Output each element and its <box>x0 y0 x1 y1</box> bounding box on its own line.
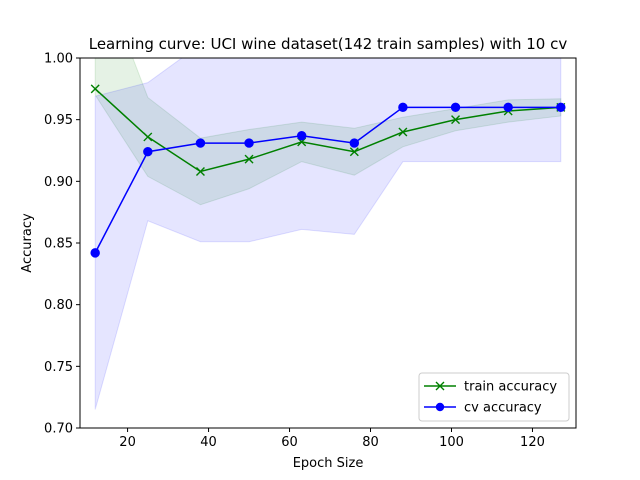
x-tick-label: 80 <box>362 435 379 450</box>
x-tick-label: 40 <box>200 435 217 450</box>
train-accuracy-point <box>244 154 254 164</box>
train-accuracy-point <box>451 115 461 125</box>
train-accuracy-point <box>90 84 100 94</box>
cv-accuracy-point <box>556 102 566 113</box>
chart-title: Learning curve: UCI wine dataset(142 tra… <box>89 35 568 53</box>
cv-accuracy-point <box>195 138 206 148</box>
y-tick-label: 0.80 <box>44 298 73 313</box>
y-tick-label: 0.95 <box>44 113 73 128</box>
cv-accuracy-point <box>398 102 408 113</box>
y-axis-ticks: 0.70 0.75 0.80 0.85 0.90 0.95 1.00 <box>44 52 80 437</box>
series-lines <box>94 88 561 254</box>
y-tick-label: 0.85 <box>44 237 73 252</box>
legend: train accuracy cv accuracy <box>418 372 570 422</box>
x-tick-label: 20 <box>119 435 136 450</box>
y-tick-label: 0.75 <box>44 360 73 375</box>
cv-accuracy-point <box>450 102 461 113</box>
train-accuracy-point <box>349 147 359 157</box>
legend-box <box>418 372 570 422</box>
cv-accuracy-point <box>143 147 153 157</box>
cv-accuracy-line <box>94 106 561 254</box>
cv-accuracy-point <box>296 131 307 141</box>
y-tick-label: 0.90 <box>44 175 73 190</box>
train-accuracy-line <box>94 88 561 173</box>
legend-cv-accuracy-label: cv accuracy <box>464 401 542 416</box>
cv-accuracy-band <box>94 58 562 410</box>
series-markers <box>90 84 566 258</box>
legend-cv-accuracy-marker <box>435 402 445 412</box>
cv-accuracy-point <box>349 138 360 148</box>
x-tick-label: 60 <box>281 435 298 450</box>
legend-train-accuracy-marker <box>435 381 445 391</box>
train-accuracy-point <box>398 127 408 137</box>
train-accuracy-point <box>195 166 205 176</box>
cv-accuracy-point <box>90 248 100 258</box>
x-tick-label: 120 <box>520 435 545 450</box>
y-axis-label: Accuracy <box>20 213 35 273</box>
x-axis-label: Epoch Size <box>293 456 364 471</box>
y-tick-label: 1.00 <box>44 52 73 67</box>
train-accuracy-point <box>143 132 153 142</box>
cv-accuracy-point <box>503 102 513 113</box>
x-axis-ticks: 20 40 60 80 100 120 <box>119 428 545 450</box>
y-tick-label: 0.70 <box>44 422 73 437</box>
legend-train-accuracy-label: train accuracy <box>464 380 557 395</box>
x-tick-label: 100 <box>439 435 464 450</box>
cv-accuracy-point <box>244 138 254 148</box>
